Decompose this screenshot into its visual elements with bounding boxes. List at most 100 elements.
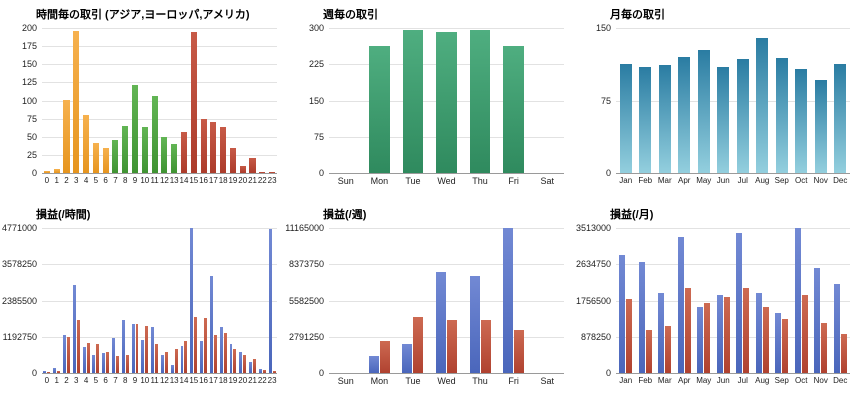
gridline <box>329 300 564 302</box>
x-tick-label: 10 <box>140 376 150 385</box>
x-tick-label: Fri <box>508 176 519 186</box>
chart-hourly-pnl: 損益(/時間) 0 1192750 2385500 3578250 4771000 0 1 2… <box>0 200 287 400</box>
bar-monthly-pnl-Sep-blue <box>775 313 782 373</box>
chart-title-monthly-pnl: 損益(/月) <box>610 209 654 221</box>
x-tick-label: 21 <box>248 176 257 185</box>
bar-monthly-pnl-Oct-red <box>801 295 808 373</box>
x-tick-label: Sat <box>540 376 554 386</box>
x-tick-label: 22 <box>257 376 267 385</box>
bar-hourly-pnl-18-red <box>223 333 227 373</box>
bar-hourly-pnl-7-blue <box>112 338 115 373</box>
x-tick-label: 18 <box>218 376 228 385</box>
x-tick-label: May <box>696 376 712 385</box>
bar-hourly-trades-20 <box>239 166 246 173</box>
x-tick-label: 13 <box>169 376 179 385</box>
bar-hourly-pnl-23-red <box>272 371 276 373</box>
gridline <box>329 336 564 338</box>
gridline <box>42 336 277 338</box>
bar-weekly-pnl-Fri-red <box>514 330 525 373</box>
bar-monthly-pnl-Dec-red <box>840 334 847 373</box>
x-tick-label: 12 <box>159 376 169 385</box>
bar-hourly-pnl-0-blue <box>43 371 47 373</box>
bar-weekly-trades-Mon <box>368 46 390 173</box>
bar-hourly-trades-17 <box>210 122 217 173</box>
x-tick-label: Apr <box>678 376 691 385</box>
y-tick-label: 0 <box>318 168 324 178</box>
bar-hourly-pnl-10-red <box>145 326 149 373</box>
bar-hourly-pnl-9-red <box>135 324 139 373</box>
bar-hourly-pnl-14-red <box>184 341 188 373</box>
chart-monthly-trades: 月毎の取引 0 75 150 Jan Feb Mar Apr May Jun Jul Aug Sep O… <box>574 0 860 200</box>
x-tick-label: Feb <box>638 376 653 385</box>
bar-monthly-pnl-Jul-blue <box>736 233 743 373</box>
x-tick-label: 5 <box>93 176 99 185</box>
x-tick-label: 11 <box>150 376 159 385</box>
bar-hourly-trades-8 <box>122 126 129 173</box>
x-tick-label: 23 <box>267 176 277 185</box>
bar-hourly-trades-0 <box>43 171 50 173</box>
x-tick-label: Thu <box>472 176 488 186</box>
plot-area-hourly-pnl: 0 1192750 2385500 3578250 4771000 0 1 2 3 4 5 6 7 8 9 1… <box>2 223 277 385</box>
x-tick-label: 14 <box>179 176 189 185</box>
chart-title-hourly-pnl: 損益(/時間) <box>36 209 91 221</box>
bar-hourly-pnl-17-blue <box>209 276 213 373</box>
x-tick-label: May <box>696 176 712 185</box>
bar-weekly-pnl-Thu-red <box>480 320 491 373</box>
bar-weekly-trades-Fri <box>503 46 525 173</box>
x-tick-label: Sun <box>337 376 354 386</box>
x-tick-label: 15 <box>189 376 199 385</box>
chart-monthly-pnl: 損益(/月) 0 878250 1756500 2634750 3513000 Jan Fe… <box>574 200 860 400</box>
gridline <box>329 264 564 266</box>
bar-weekly-pnl-Tue-red <box>413 317 424 373</box>
bar-monthly-pnl-Apr-blue <box>677 237 684 373</box>
x-tick-label: 14 <box>179 376 189 385</box>
x-tick-label: Aug <box>755 176 770 185</box>
bar-hourly-pnl-17-red <box>213 335 217 373</box>
x-tick-label: 21 <box>248 376 257 385</box>
x-tick-label: 17 <box>208 376 218 385</box>
x-tick-label: 19 <box>228 176 238 185</box>
x-tick-label: 2 <box>64 176 69 185</box>
y-tick-label: 150 <box>21 59 37 70</box>
bar-hourly-pnl-22-blue <box>258 369 262 373</box>
x-tick-label: 16 <box>199 176 208 185</box>
bar-monthly-pnl-Jun-blue <box>716 295 723 373</box>
bar-monthly-trades-Nov <box>814 80 827 173</box>
bar-hourly-pnl-3-blue <box>72 285 76 373</box>
bar-hourly-pnl-13-red <box>174 349 178 373</box>
y-tick-label: 2791250 <box>288 331 324 342</box>
plot-area-weekly-trades: 0 75 150 225 300 Sun Mon Tue Wed Thu Fri Sat <box>309 23 564 186</box>
chart-weekly-pnl: 損益(/週) 0 2791250 5582500 8373750 11165000 Sun… <box>285 200 574 400</box>
bar-monthly-trades-Sep <box>775 58 788 173</box>
bar-hourly-pnl-2-red <box>66 337 70 373</box>
bar-hourly-pnl-11-red <box>155 344 159 373</box>
bar-monthly-pnl-Jan-blue <box>619 255 626 373</box>
bar-hourly-trades-11 <box>151 96 158 173</box>
bar-hourly-pnl-19-blue <box>229 344 233 373</box>
bar-monthly-trades-Aug <box>756 38 769 173</box>
bar-monthly-pnl-Feb-red <box>645 330 652 373</box>
gridline <box>329 28 564 29</box>
bar-weekly-pnl-Tue-blue <box>402 344 413 373</box>
x-tick-label: Nov <box>813 376 828 385</box>
x-tick-label: 8 <box>122 176 128 185</box>
x-tick-label: Oct <box>795 176 808 185</box>
x-tick-label: Sun <box>337 176 354 186</box>
y-tick-label: 0 <box>31 168 37 178</box>
x-tick-label: 23 <box>267 376 277 385</box>
bar-hourly-pnl-13-blue <box>170 365 174 373</box>
bar-monthly-trades-Apr <box>678 57 691 173</box>
bar-hourly-pnl-7-red <box>115 356 119 373</box>
plot-area-hourly-trades: 0 25 50 75 100 125 150 175 200 0 1 2 3 4 5 6 7 8 9 10 11 12 13… <box>22 23 277 185</box>
bar-monthly-pnl-Jul-red <box>743 288 750 373</box>
y-tick-label: 3513000 <box>575 223 611 233</box>
x-tick-label: Wed <box>437 376 456 386</box>
bar-monthly-trades-Jul <box>736 59 749 173</box>
x-tick-label: 10 <box>140 176 150 185</box>
x-tick-label: Mar <box>657 376 672 385</box>
x-tick-label: Sep <box>774 376 789 385</box>
gridline <box>42 82 277 84</box>
x-tick-label: Thu <box>472 376 488 386</box>
bar-hourly-pnl-15-red <box>194 317 198 373</box>
